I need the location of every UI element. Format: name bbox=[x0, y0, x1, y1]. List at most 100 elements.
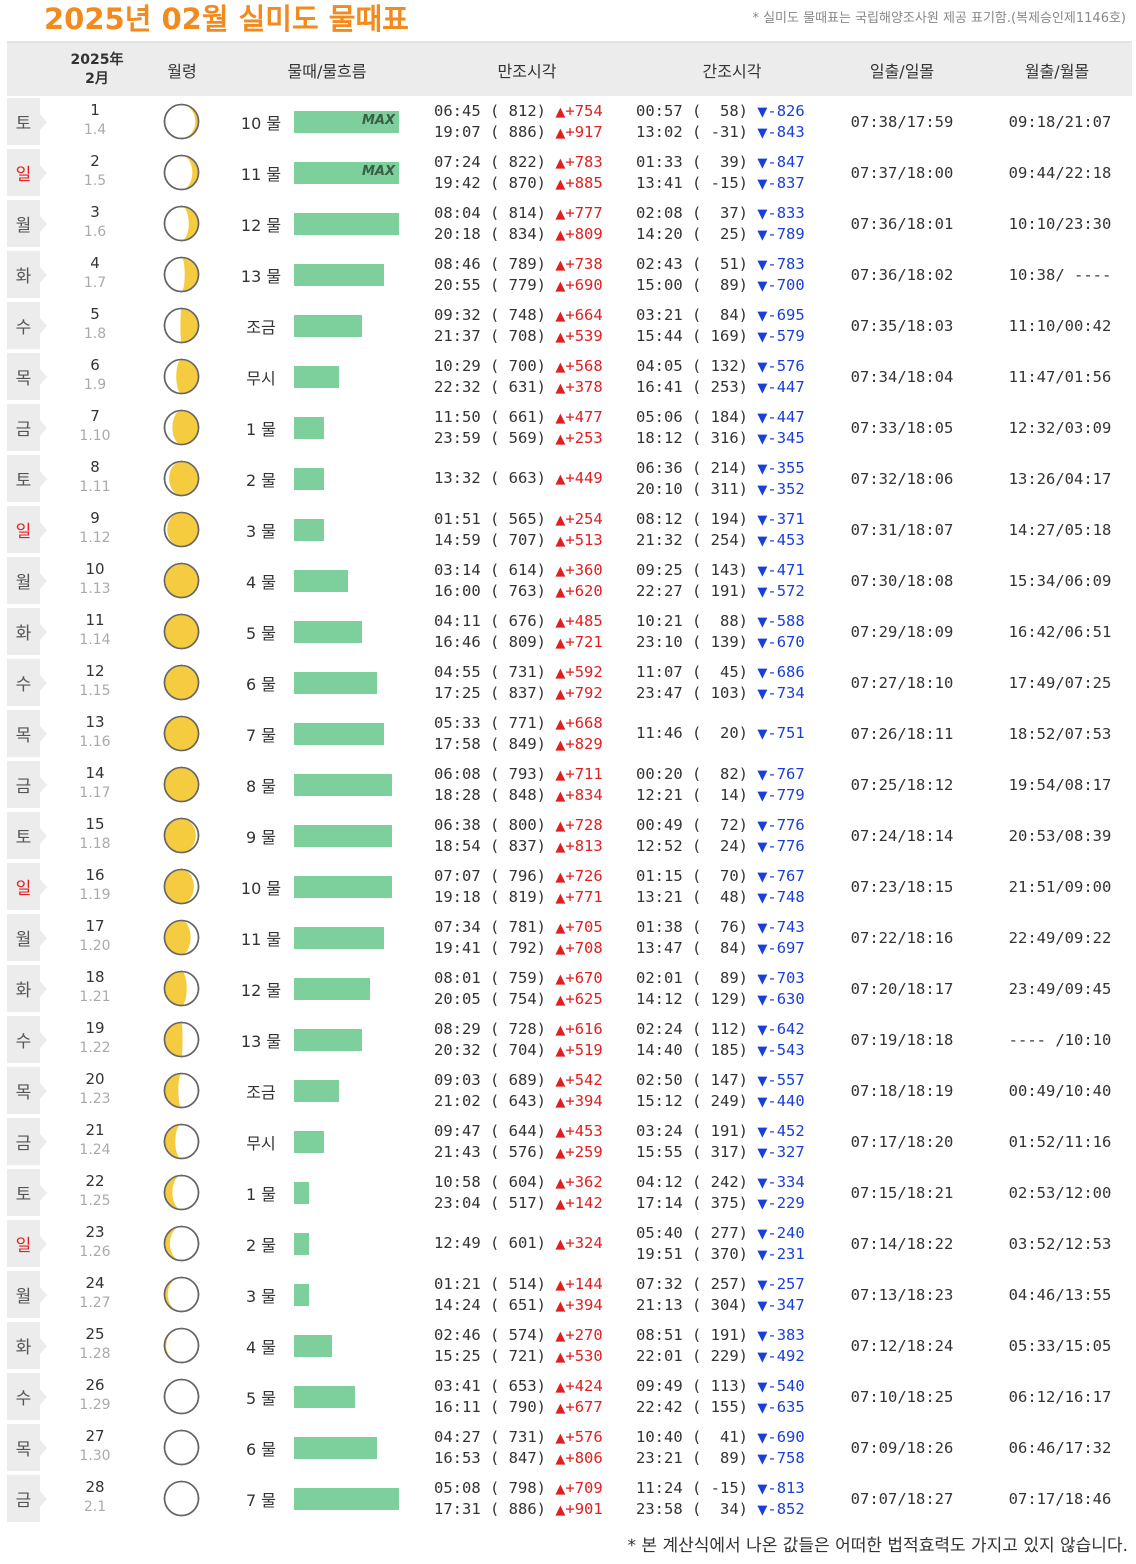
low-tide-diff: -748 bbox=[767, 887, 805, 906]
low-tide-entry: 12:21 ( 14) ▼-779 bbox=[636, 785, 836, 806]
low-tide-diff: -447 bbox=[767, 377, 805, 396]
high-tide-cell: 08:04 ( 814) ▲+777 20:18 ( 834) ▲+809 bbox=[434, 198, 629, 249]
low-tide-time: 11:46 bbox=[636, 724, 683, 742]
tide-name: 3 물 bbox=[246, 521, 276, 541]
moonrise-moonset: 06:12/16:17 bbox=[1008, 1387, 1112, 1406]
down-triangle-icon: ▼ bbox=[757, 1298, 768, 1314]
table-body: 토 1 1.4 10 물 MAX 06:45 ( 812) ▲+754 19:07 ( 88… bbox=[7, 96, 1132, 1524]
solar-date: 22 bbox=[85, 1172, 105, 1190]
low-tide-time: 09:49 bbox=[636, 1376, 683, 1395]
low-tide-cell: 10:40 ( 41) ▼-690 23:21 ( 89) ▼-758 bbox=[636, 1422, 836, 1473]
date-cell: 2 1.5 bbox=[45, 151, 145, 191]
low-tide-entry: 08:51 ( 191) ▼-383 bbox=[636, 1325, 836, 1346]
low-tide-time: 11:07 bbox=[636, 662, 683, 681]
high-tide-entry: 20:18 ( 834) ▲+809 bbox=[434, 224, 629, 245]
low-tide-entry: 14:20 ( 25) ▼-789 bbox=[636, 224, 836, 245]
high-tide-entry: 11:50 ( 661) ▲+477 bbox=[434, 407, 629, 428]
low-tide-time: 14:20 bbox=[636, 224, 683, 243]
low-tide-diff: -471 bbox=[767, 560, 805, 579]
low-tide-diff: -695 bbox=[767, 305, 805, 324]
date-cell: 7 1.10 bbox=[45, 406, 145, 446]
high-tide-time: 08:29 bbox=[434, 1019, 481, 1038]
low-tide-height: ( 20) bbox=[692, 724, 749, 742]
moonrise-moonset: 11:10/00:42 bbox=[1008, 316, 1112, 335]
low-tide-height: ( 113) bbox=[692, 1376, 749, 1395]
low-tide-diff: -852 bbox=[767, 1499, 805, 1518]
low-tide-diff: -833 bbox=[767, 203, 805, 222]
day-of-week: 수 bbox=[7, 302, 47, 349]
down-triangle-icon: ▼ bbox=[757, 869, 768, 885]
low-tide-time: 08:12 bbox=[636, 509, 683, 528]
high-tide-entry: 08:29 ( 728) ▲+616 bbox=[434, 1019, 629, 1040]
low-tide-entry: 20:10 ( 311) ▼-352 bbox=[636, 479, 836, 500]
lunar-date: 1.16 bbox=[79, 734, 111, 750]
tide-flow-bar bbox=[294, 1131, 324, 1153]
moonrise-moonset: 23:49/09:45 bbox=[1008, 979, 1112, 998]
high-tide-diff: +378 bbox=[565, 377, 603, 396]
low-tide-cell: 04:05 ( 132) ▼-576 16:41 ( 253) ▼-447 bbox=[636, 351, 836, 402]
down-triangle-icon: ▼ bbox=[757, 512, 768, 528]
low-tide-height: ( 242) bbox=[692, 1172, 749, 1191]
low-tide-height: ( 72) bbox=[692, 815, 749, 834]
tide-name: 13 물 bbox=[240, 1031, 282, 1051]
high-tide-height: ( 514) bbox=[490, 1274, 547, 1293]
table-row: 화 4 1.7 13 물 08:46 ( 789) ▲+738 20:55 ( 779) … bbox=[7, 249, 1132, 300]
low-tide-entry: 03:24 ( 191) ▼-452 bbox=[636, 1121, 836, 1142]
high-tide-height: ( 517) bbox=[490, 1193, 547, 1212]
low-tide-entry: 15:44 ( 169) ▼-579 bbox=[636, 326, 836, 347]
high-tide-time: 13:32 bbox=[434, 469, 481, 487]
high-tide-height: ( 763) bbox=[490, 581, 547, 600]
high-tide-entry: 14:59 ( 707) ▲+513 bbox=[434, 530, 629, 551]
up-triangle-icon: ▲ bbox=[555, 737, 566, 753]
high-tide-time: 14:59 bbox=[434, 530, 481, 549]
header-sunrise-sunset: 일출/일몰 bbox=[869, 61, 935, 81]
high-tide-entry: 06:08 ( 793) ▲+711 bbox=[434, 764, 629, 785]
down-triangle-icon: ▼ bbox=[757, 1196, 768, 1212]
high-tide-diff: +738 bbox=[565, 254, 603, 273]
up-triangle-icon: ▲ bbox=[555, 1298, 566, 1314]
day-of-week: 금 bbox=[7, 1475, 47, 1522]
moon-phase-icon bbox=[163, 1429, 200, 1466]
low-tide-diff: -334 bbox=[767, 1172, 805, 1191]
low-tide-cell: 02:43 ( 51) ▼-783 15:00 ( 89) ▼-700 bbox=[636, 249, 836, 300]
down-triangle-icon: ▼ bbox=[757, 727, 768, 742]
high-tide-time: 22:32 bbox=[434, 377, 481, 396]
low-tide-height: ( 89) bbox=[692, 275, 749, 294]
moon-phase-icon bbox=[163, 715, 200, 752]
lunar-date: 1.15 bbox=[79, 683, 111, 699]
low-tide-time: 04:12 bbox=[636, 1172, 683, 1191]
sunrise-sunset: 07:32/18:06 bbox=[850, 469, 954, 488]
high-tide-diff: +670 bbox=[565, 968, 603, 987]
moonrise-moonset: 07:17/18:46 bbox=[1008, 1489, 1112, 1508]
high-tide-entry: 16:00 ( 763) ▲+620 bbox=[434, 581, 629, 602]
moonrise-moonset: 09:18/21:07 bbox=[1008, 112, 1112, 131]
low-tide-height: ( 129) bbox=[692, 989, 749, 1008]
table-row: 화 11 1.14 5 물 04:11 ( 676) ▲+485 16:46 ( 809)… bbox=[7, 606, 1132, 657]
low-tide-diff: -776 bbox=[767, 815, 805, 834]
sunrise-sunset: 07:25/18:12 bbox=[850, 775, 954, 794]
day-of-week: 토 bbox=[7, 98, 47, 145]
date-cell: 5 1.8 bbox=[45, 304, 145, 344]
sunrise-sunset: 07:27/18:10 bbox=[850, 673, 954, 692]
lunar-date: 1.5 bbox=[83, 173, 107, 189]
table-row: 수 19 1.22 13 물 08:29 ( 728) ▲+616 20:32 ( 704… bbox=[7, 1014, 1132, 1065]
low-tide-diff: -690 bbox=[767, 1427, 805, 1446]
moonrise-moonset: 01:52/11:16 bbox=[1008, 1132, 1112, 1151]
lunar-date: 1.11 bbox=[79, 479, 111, 495]
moonrise-moonset: 11:47/01:56 bbox=[1008, 367, 1112, 386]
low-tide-height: ( 45) bbox=[692, 662, 749, 681]
up-triangle-icon: ▲ bbox=[555, 941, 566, 957]
tide-name: 12 물 bbox=[240, 215, 282, 235]
high-tide-cell: 07:07 ( 796) ▲+726 19:18 ( 819) ▲+771 bbox=[434, 861, 629, 912]
low-tide-time: 11:24 bbox=[636, 1478, 683, 1497]
low-tide-height: ( -31) bbox=[692, 122, 749, 141]
low-tide-time: 12:21 bbox=[636, 785, 683, 804]
low-tide-entry: 23:47 ( 103) ▼-734 bbox=[636, 683, 836, 704]
high-tide-time: 20:32 bbox=[434, 1040, 481, 1059]
tide-name: 5 물 bbox=[246, 1388, 276, 1408]
high-tide-time: 12:49 bbox=[434, 1234, 481, 1252]
table-row: 일 16 1.19 10 물 07:07 ( 796) ▲+726 19:18 ( 819… bbox=[7, 861, 1132, 912]
sunrise-sunset: 07:07/18:27 bbox=[850, 1489, 954, 1508]
day-of-week: 토 bbox=[7, 812, 47, 859]
high-tide-height: ( 614) bbox=[490, 560, 547, 579]
